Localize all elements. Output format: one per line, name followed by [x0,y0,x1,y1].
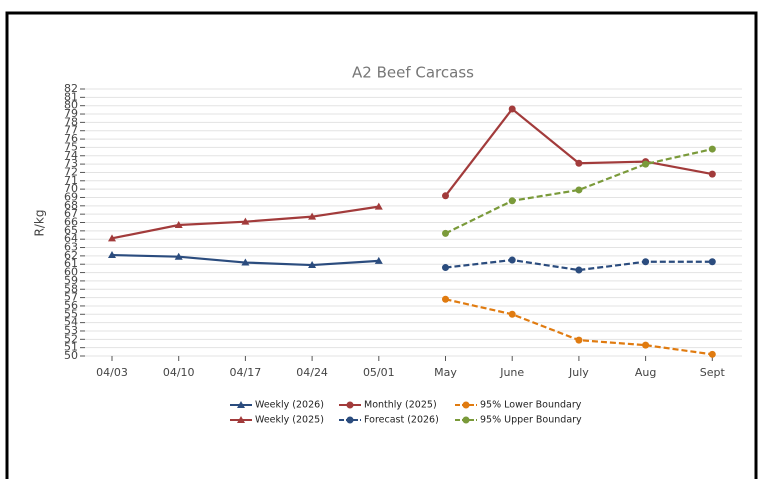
series-line [445,148,713,235]
point [708,170,716,178]
y-tick-label: 54 [64,316,78,329]
y-tick-label: 61 [64,257,78,270]
point [508,256,516,264]
x-tick-label: June [499,366,524,379]
x-tick-label: 04/03 [96,366,128,379]
point [108,234,116,242]
point [308,212,317,220]
y-tick-label: 64 [64,232,78,245]
x-tick-label: Sept [700,366,726,379]
y-tick-label: 82 [64,82,78,95]
legend-label: Forecast (2026) [364,415,439,426]
x-tick-label: 04/17 [230,366,262,379]
y-tick-label: 68 [64,199,78,212]
y-tick-label: 63 [64,241,78,254]
y-axis-label: R/kg [33,210,47,237]
y-tick-label: 73 [64,157,78,170]
point [508,310,516,318]
point [108,251,116,259]
point [708,258,716,266]
y-tick-label: 65 [64,224,78,237]
y-tick-label: 78 [64,115,78,128]
legend-label: Weekly (2025) [255,415,324,426]
y-tick-label: 52 [64,332,78,345]
y-tick-label: 74 [64,149,78,162]
point [575,336,583,344]
y-tick-label: 53 [64,324,78,337]
y-tick-label: 50 [64,349,78,362]
point [346,401,354,409]
y-tick-label: 75 [64,140,78,153]
point [462,416,470,424]
chart-title: A2 Beef Carcass [352,64,474,82]
legend-label: 95% Upper Boundary [480,415,582,426]
x-tick-label: 04/24 [296,366,328,379]
point [708,145,716,153]
y-tick-label: 76 [64,132,78,145]
point [642,341,650,349]
y-tick-label: 69 [64,190,78,203]
legend-label: Weekly (2026) [255,400,324,411]
y-tick-label: 55 [64,307,78,320]
point [374,202,383,210]
y-tick-label: 58 [64,282,78,295]
point [462,401,470,409]
y-tick-label: 51 [64,341,78,354]
point [346,416,354,424]
y-tick-label: 60 [64,266,78,279]
y-tick-label: 67 [64,207,78,220]
x-tick-label: May [434,366,457,379]
point [575,159,583,167]
point [442,295,449,303]
x-tick-label: 05/01 [363,366,395,379]
point [442,229,449,237]
x-tick-label: Aug [635,366,656,379]
y-tick-label: 62 [64,249,78,262]
y-tick-label: 72 [64,165,78,178]
legend-label: 95% Lower Boundary [480,400,582,411]
y-tick-label: 66 [64,216,78,229]
legend-label: Monthly (2025) [364,400,437,411]
y-tick-label: 57 [64,291,78,304]
point [575,266,583,274]
x-tick-label: 04/10 [163,366,195,379]
point [241,217,250,225]
y-tick-label: 59 [64,274,78,287]
point [174,252,183,260]
frame [5,11,758,479]
point [374,256,383,264]
y-tick-label: 71 [64,174,78,187]
point [642,160,650,168]
y-tick-label: 80 [64,99,78,112]
y-tick-label: 70 [64,182,78,195]
point [237,416,245,423]
y-tick-label: 56 [64,299,78,312]
point [708,350,716,358]
y-tick-label: 79 [64,107,78,120]
point [308,261,317,269]
point [241,258,250,266]
y-tick-label: 81 [64,90,78,103]
point [237,401,245,408]
point [508,197,516,205]
point [508,105,516,113]
point [442,192,449,200]
point [642,258,650,266]
y-tick-label: 77 [64,124,78,137]
point [442,264,449,272]
point [575,186,583,194]
point [174,221,183,229]
x-tick-label: July [568,366,589,379]
